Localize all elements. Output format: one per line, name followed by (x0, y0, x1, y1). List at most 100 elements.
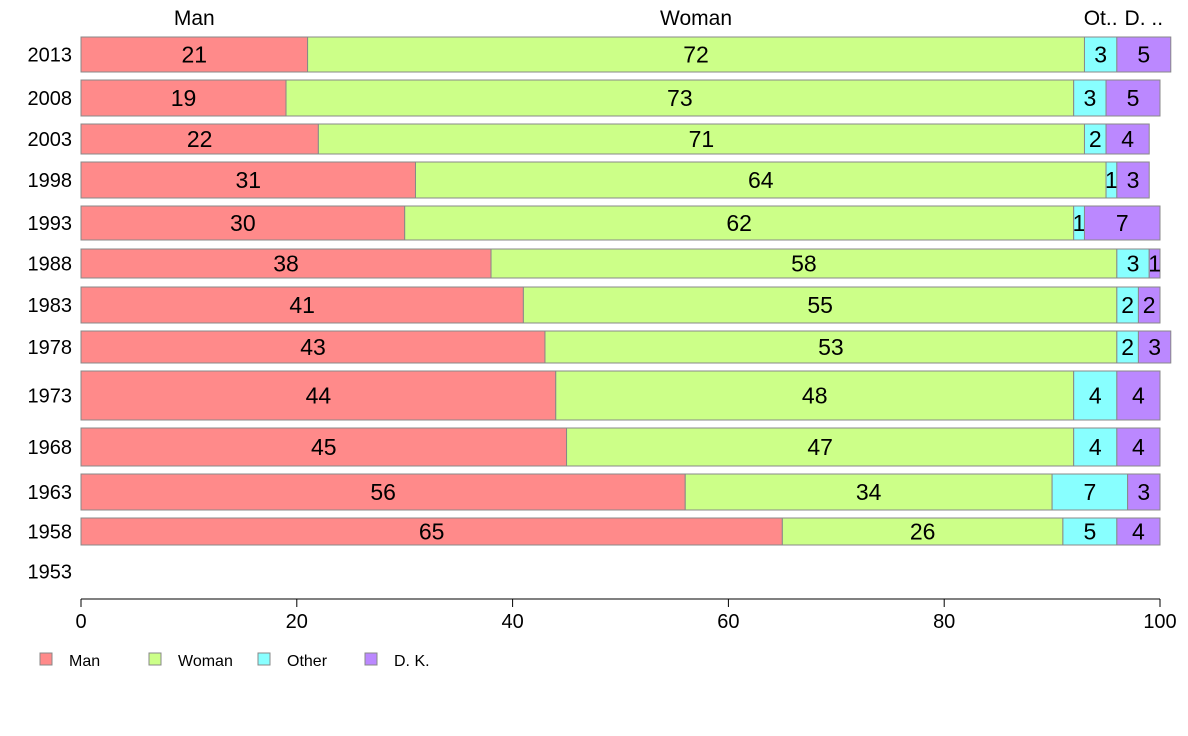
bar-segment-d-k (1148, 248, 1161, 279)
bar-segment-woman (307, 36, 1085, 73)
data-label: 4 (1132, 519, 1145, 545)
data-label: 2 (1143, 292, 1156, 318)
x-tick-label: 40 (501, 611, 523, 633)
data-label: 4 (1132, 383, 1145, 409)
bar-segment-woman (781, 517, 1064, 546)
data-label: 19 (171, 85, 197, 111)
bar-segment-woman (404, 205, 1075, 241)
legend-swatch-man (39, 652, 53, 666)
bar-segment-d-k (1105, 79, 1161, 117)
data-label: 4 (1121, 126, 1134, 152)
bar-segment-woman (285, 79, 1075, 117)
bar-segment-woman (317, 123, 1085, 155)
data-label: 38 (273, 251, 299, 277)
data-label: 1 (1105, 167, 1118, 193)
y-tick-label: 1968 (28, 437, 73, 459)
data-label: 2 (1089, 126, 1102, 152)
data-label: 21 (181, 42, 207, 68)
data-label: 4 (1089, 434, 1102, 460)
data-label: 34 (856, 479, 882, 505)
data-label: 48 (802, 383, 828, 409)
column-header-d-k: D. .. (1125, 7, 1164, 30)
legend: Man Woman Other D. K. (39, 652, 430, 670)
data-label: 71 (689, 126, 715, 152)
column-header-other: Ot.. (1084, 7, 1118, 30)
legend-label-d-k: D. K. (394, 653, 430, 670)
data-label: 41 (289, 292, 315, 318)
data-label: 3 (1127, 167, 1140, 193)
legend-label-woman: Woman (178, 653, 233, 670)
bar-segment-woman (544, 330, 1118, 364)
data-label: 5 (1137, 42, 1150, 68)
data-label: 7 (1083, 479, 1096, 505)
bar-segment-other (1051, 473, 1129, 511)
y-axis-labels: 2013 2008 2003 1998 1993 1988 1983 1978 1973 1968… (28, 45, 73, 584)
data-label: 26 (910, 519, 936, 545)
y-tick-label: 1958 (28, 522, 73, 544)
y-tick-label: 2013 (28, 45, 73, 67)
data-label: 3 (1127, 251, 1140, 277)
data-label: 58 (791, 251, 817, 277)
bar-segment-d-k (1116, 370, 1161, 421)
bar-segment-man (80, 286, 524, 324)
bar-segment-woman (414, 161, 1107, 199)
bar-segment-d-k (1116, 161, 1150, 199)
data-label: 64 (748, 167, 774, 193)
legend-label-other: Other (287, 653, 328, 670)
bar-segment-man (80, 370, 557, 421)
bar-segment-woman (555, 370, 1075, 421)
x-tick-label: 60 (717, 611, 739, 633)
data-label: 62 (726, 210, 752, 236)
bar-segment-man (80, 123, 319, 155)
data-label: 56 (370, 479, 396, 505)
data-label: 1 (1148, 251, 1161, 277)
data-label: 3 (1083, 85, 1096, 111)
bars-group: 21 72 3 519 73 3 522 71 2 431 64 1 330 62 1 738 58 3 141 55… (80, 36, 1172, 546)
data-label: 2 (1121, 292, 1134, 318)
data-label: 7 (1116, 210, 1129, 236)
data-label: 53 (818, 334, 844, 360)
y-tick-label: 1988 (28, 254, 73, 276)
bar-segment-man (80, 205, 406, 241)
y-tick-label: 1983 (28, 295, 73, 317)
data-label: 22 (187, 126, 213, 152)
data-label: 3 (1148, 334, 1161, 360)
y-tick-label: 1993 (28, 213, 73, 235)
data-label: 4 (1089, 383, 1102, 409)
bar-segment-d-k (1137, 330, 1172, 364)
data-label: 55 (807, 292, 833, 318)
y-tick-label: 1973 (28, 386, 73, 408)
data-label: 4 (1132, 434, 1145, 460)
column-headers: Man Woman Ot.. D. .. (174, 7, 1163, 30)
legend-label-man: Man (69, 653, 100, 670)
bar-segment-d-k (1127, 473, 1161, 511)
legend-swatch-other (257, 652, 271, 666)
bar-segment-man (80, 517, 783, 546)
data-label: 5 (1127, 85, 1140, 111)
bar-segment-d-k (1116, 517, 1161, 546)
bar-segment-other (1083, 36, 1118, 73)
data-label: 3 (1094, 42, 1107, 68)
x-axis: 0 20 40 60 80 100 (75, 598, 1177, 633)
bar-segment-d-k (1116, 427, 1161, 467)
bar-segment-other (1062, 517, 1118, 546)
bar-segment-woman (522, 286, 1118, 324)
x-tick-label: 0 (75, 611, 86, 633)
data-label: 30 (230, 210, 256, 236)
bar-segment-other (1073, 427, 1118, 467)
data-label: 73 (667, 85, 693, 111)
legend-swatch-woman (148, 652, 162, 666)
legend-swatch-d-k (364, 652, 378, 666)
data-label: 3 (1137, 479, 1150, 505)
data-label: 1 (1073, 210, 1086, 236)
y-tick-label: 1953 (28, 562, 73, 584)
data-label: 5 (1083, 519, 1096, 545)
bar-segment-woman (566, 427, 1075, 467)
bar-segment-d-k (1137, 286, 1161, 324)
bar-segment-man (80, 36, 309, 73)
data-label: 31 (235, 167, 261, 193)
bar-segment-man (80, 79, 287, 117)
x-tick-label: 80 (933, 611, 955, 633)
bar-segment-woman (490, 248, 1118, 279)
bar-segment-man (80, 330, 546, 364)
